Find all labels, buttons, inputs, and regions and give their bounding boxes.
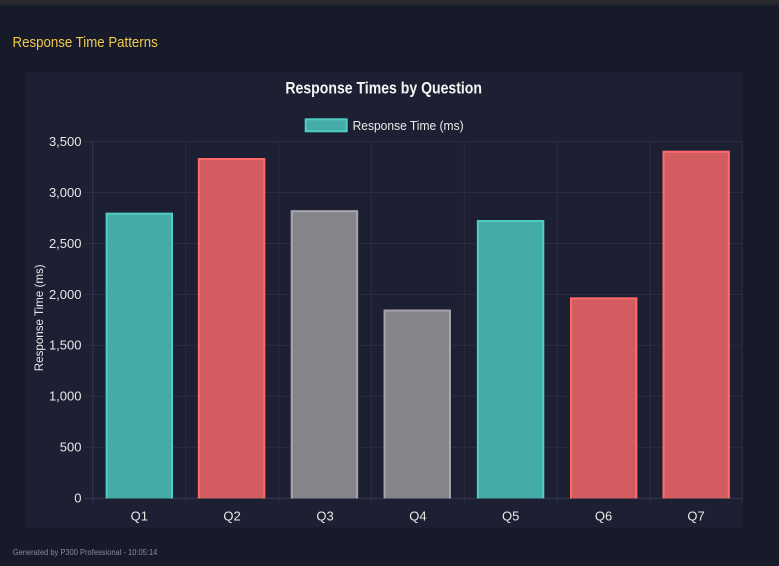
svg-text:Response Time (ms): Response Time (ms) [353, 118, 464, 133]
svg-text:Response Time Patterns: Response Time Patterns [13, 34, 158, 51]
svg-text:Generated by P300 Professional: Generated by P300 Professional - 10:05:1… [13, 547, 158, 557]
svg-text:Q2: Q2 [223, 508, 240, 523]
svg-text:3,000: 3,000 [49, 185, 82, 200]
svg-text:500: 500 [60, 440, 82, 455]
svg-text:Q5: Q5 [502, 508, 519, 523]
svg-text:1,000: 1,000 [49, 389, 82, 404]
svg-text:1,500: 1,500 [49, 338, 82, 353]
svg-text:0: 0 [74, 491, 81, 506]
svg-text:Q6: Q6 [595, 508, 612, 523]
svg-text:Response Times by Question: Response Times by Question [285, 79, 482, 98]
svg-text:Q3: Q3 [316, 508, 333, 523]
svg-text:Q7: Q7 [687, 508, 704, 523]
svg-text:Q4: Q4 [409, 508, 426, 523]
svg-text:Response Time (ms): Response Time (ms) [32, 264, 46, 371]
svg-text:Q1: Q1 [131, 508, 148, 523]
svg-text:2,500: 2,500 [49, 236, 82, 251]
svg-text:2,000: 2,000 [49, 287, 82, 302]
svg-text:3,500: 3,500 [49, 134, 82, 149]
